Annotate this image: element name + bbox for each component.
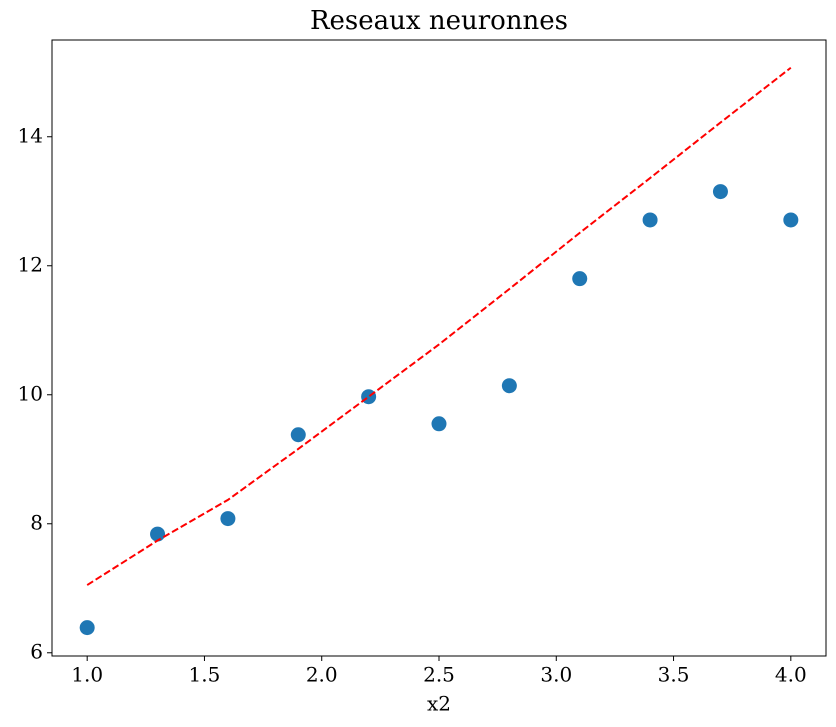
- y-tick-label: 14: [18, 123, 43, 147]
- point: [712, 184, 728, 200]
- x-tick-label: 1.0: [71, 663, 103, 687]
- x-tick-label: 1.5: [189, 663, 221, 687]
- chart-title: Reseaux neuronnes: [310, 6, 568, 36]
- plot-frame: [51, 39, 827, 657]
- x-axis-label: x2: [427, 692, 451, 716]
- point: [220, 511, 236, 527]
- x-tick-label: 2.0: [306, 663, 338, 687]
- point: [572, 271, 588, 287]
- x-tick-label: 4.0: [775, 663, 807, 687]
- x-tick-label: 2.5: [423, 663, 455, 687]
- point: [79, 620, 95, 636]
- point: [150, 526, 166, 542]
- x-tick-label: 3.5: [658, 663, 690, 687]
- x-tick-label: 3.0: [540, 663, 572, 687]
- y-tick-label: 12: [18, 252, 43, 276]
- point: [431, 416, 447, 432]
- point: [642, 212, 658, 228]
- y-tick-label: 6: [30, 639, 43, 663]
- point: [361, 389, 377, 405]
- line: [86, 66, 792, 586]
- point: [783, 212, 799, 228]
- y-tick-label: 10: [18, 381, 43, 405]
- y-tick-label: 8: [30, 510, 43, 534]
- point: [501, 378, 517, 394]
- point: [290, 427, 306, 443]
